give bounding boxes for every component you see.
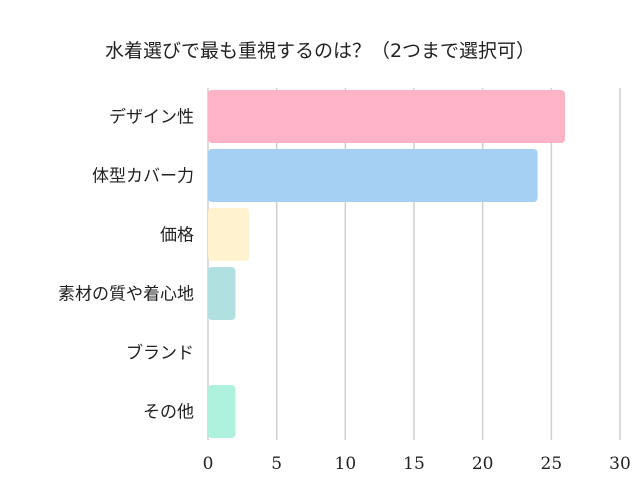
bar: [208, 267, 236, 320]
category-label: その他: [143, 403, 194, 423]
bar: [208, 385, 236, 438]
x-tick-label: 20: [472, 454, 494, 474]
bar: [208, 149, 538, 202]
category-label: 素材の質や着心地: [58, 285, 194, 305]
chart-title: 水着選びで最も重視するのは？（2つまで選択可）: [104, 40, 536, 62]
category-label: 価格: [160, 226, 194, 246]
x-tick-label: 25: [541, 454, 563, 474]
category-label: 体型カバー力: [92, 167, 194, 187]
bar: [208, 90, 566, 143]
category-label: デザイン性: [109, 107, 194, 128]
category-label: ブランド: [126, 343, 194, 364]
x-tick-label: 30: [609, 454, 631, 474]
x-tick-label: 0: [203, 454, 214, 474]
x-tick-label: 10: [335, 454, 357, 474]
bar: [208, 208, 250, 261]
x-tick-label: 15: [403, 454, 425, 474]
x-tick-label: 5: [271, 454, 282, 474]
